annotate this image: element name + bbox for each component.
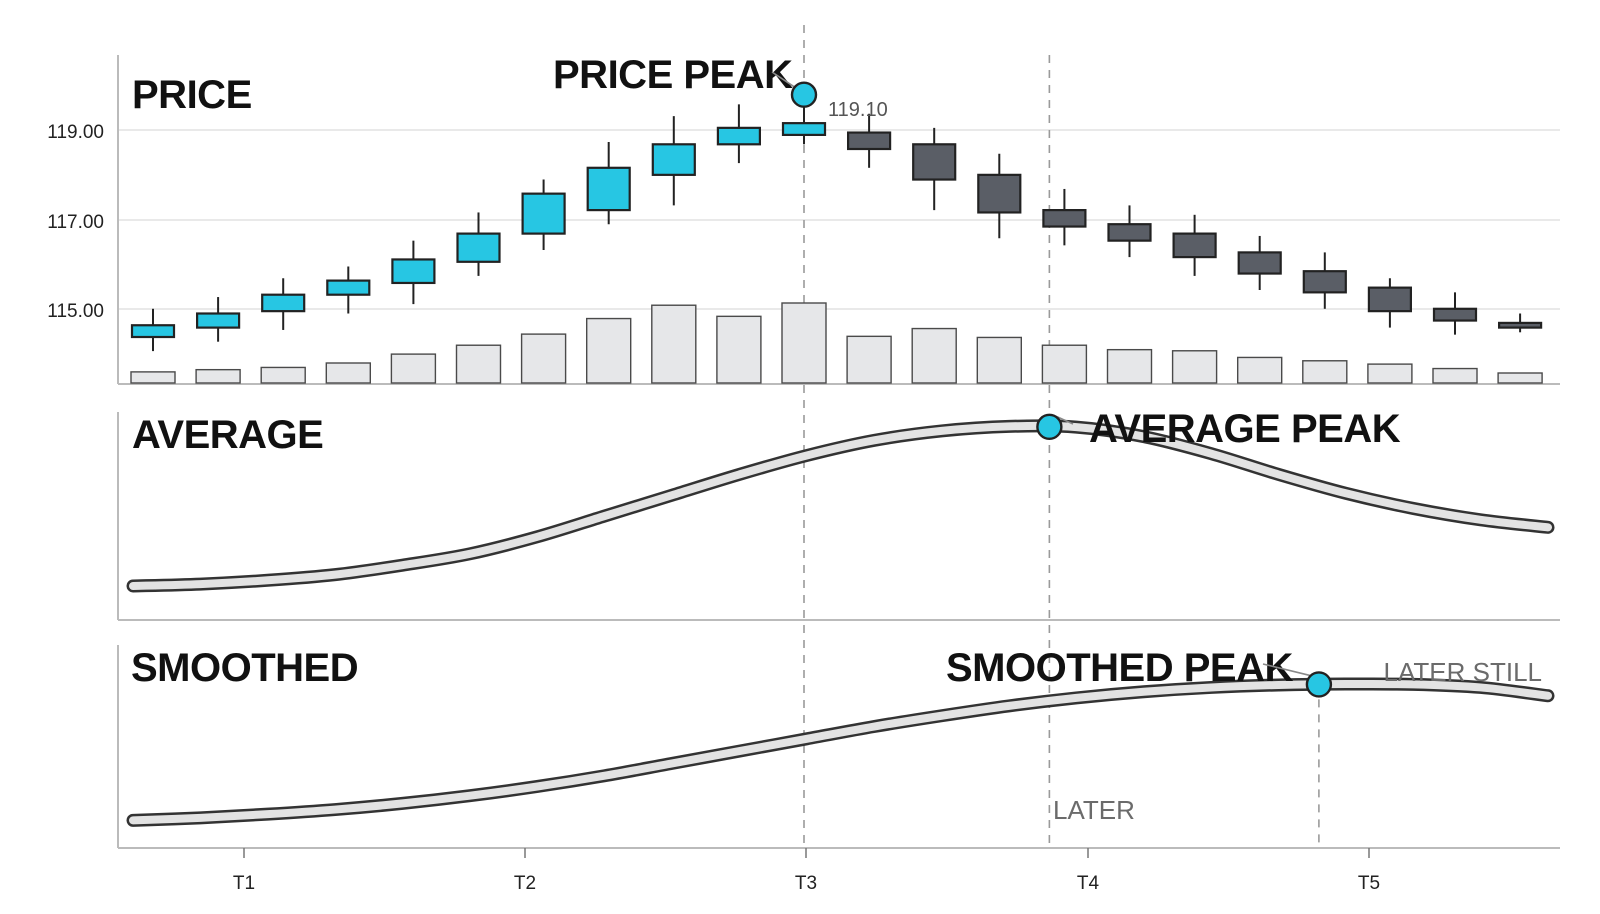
volume-bar — [260, 366, 306, 384]
volume-bar — [1432, 367, 1478, 384]
peak-markers — [771, 71, 1333, 698]
smoothed-line — [126, 677, 1555, 827]
candle-body — [196, 312, 241, 329]
volume-bar — [911, 327, 957, 384]
average-line — [126, 419, 1555, 593]
candle-body — [130, 324, 176, 339]
smoothed-line-path-outline — [126, 677, 1555, 827]
candle-body — [846, 131, 892, 151]
price-peak-leader — [771, 71, 795, 88]
candle-body — [1367, 286, 1413, 313]
volume-bar — [1497, 372, 1543, 384]
volume-bar — [781, 302, 827, 384]
volume-bar — [716, 315, 762, 384]
volume-bar — [325, 362, 371, 384]
candle-body — [391, 258, 436, 285]
candle-body — [781, 122, 827, 137]
volume-bar — [455, 344, 502, 384]
price-peak-marker — [790, 81, 818, 108]
volume-bar — [130, 371, 176, 384]
price-y-tick-label: 119.00 — [47, 122, 104, 143]
price-peak-value-label: 119.10 — [828, 99, 888, 121]
x-tick-label: T1 — [233, 873, 255, 894]
candle-body — [1432, 307, 1478, 322]
volume-bars — [130, 302, 1543, 384]
average-line-path — [129, 421, 1552, 590]
later-annotation: LATER — [1053, 795, 1135, 825]
smoothed-peak-marker — [1305, 671, 1333, 698]
price-panel-title: PRICE — [132, 73, 252, 117]
x-tick-label: T5 — [1358, 873, 1380, 894]
candle-body — [1042, 209, 1087, 228]
candle-body — [912, 143, 957, 181]
candle-body — [1107, 223, 1152, 242]
x-tick-label: T3 — [795, 873, 817, 894]
candle-body — [651, 143, 696, 176]
smoothed-peak-label: SMOOTHED PEAK — [946, 646, 1293, 690]
average-peak-label: AVERAGE PEAK — [1089, 407, 1401, 451]
volume-bar — [1106, 348, 1153, 384]
x-axis-ticks: T1 T2 T3 T4 T5 — [233, 848, 1380, 894]
x-tick-label: T4 — [1077, 873, 1100, 894]
volume-bar — [1041, 344, 1088, 384]
candle-body — [1302, 270, 1347, 294]
candle-body — [1237, 251, 1282, 275]
x-tick-label: T2 — [514, 873, 536, 894]
volume-bar — [1171, 350, 1218, 384]
volume-bar — [846, 335, 892, 384]
peak-dashed-guides — [803, 25, 1320, 848]
volume-bar — [390, 353, 437, 384]
volume-bar — [976, 336, 1022, 384]
smoothed-peak-leader — [1262, 663, 1311, 677]
average-peak-marker — [1036, 413, 1063, 441]
volume-bar — [1302, 360, 1348, 384]
price-peak-label: PRICE PEAK — [553, 53, 793, 97]
candle-body — [586, 166, 631, 212]
volume-bar — [1367, 363, 1413, 384]
average-peak-leader — [1057, 416, 1074, 425]
candle-body — [326, 279, 371, 296]
average-panel-title: AVERAGE — [132, 413, 323, 457]
candle-body — [1172, 232, 1217, 259]
volume-bar — [586, 317, 632, 384]
later-still-annotation: LATER STILL — [1384, 657, 1542, 687]
panel-axes — [117, 55, 1560, 849]
candle-body — [521, 192, 566, 235]
price-y-tick-label: 115.00 — [47, 301, 104, 322]
price-gridlines — [118, 129, 1560, 310]
candle-body — [716, 126, 762, 146]
price-y-tick-label: 117.00 — [47, 212, 104, 233]
smoothed-line-path — [129, 679, 1552, 825]
volume-bar — [520, 333, 567, 384]
price-candles — [130, 104, 1543, 352]
volume-bar — [651, 304, 697, 384]
candle-body — [977, 173, 1022, 214]
smoothed-panel-title: SMOOTHED — [131, 646, 358, 690]
volume-bar — [195, 368, 241, 384]
candle-body — [456, 232, 501, 263]
candle-body — [1497, 321, 1543, 329]
volume-bar — [1236, 356, 1283, 384]
candle-body — [261, 293, 306, 313]
